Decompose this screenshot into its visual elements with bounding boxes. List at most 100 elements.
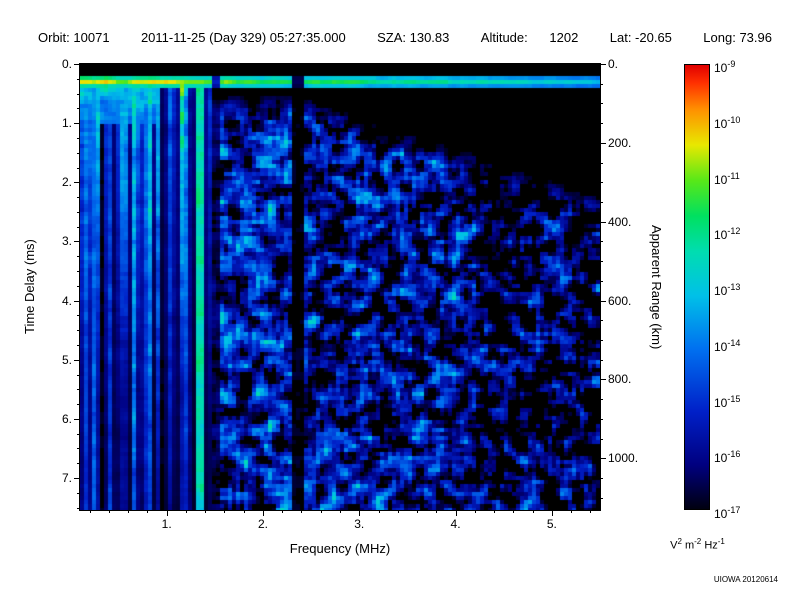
axis-tick: [77, 78, 80, 80]
axis-tick: [600, 64, 606, 65]
axis-tick: [600, 103, 603, 105]
axis-tick: [600, 182, 603, 184]
axis-tick: [590, 510, 592, 513]
y-tick-label: 5.: [61, 352, 72, 367]
axis-tick: [77, 256, 80, 258]
axis-tick: [417, 510, 419, 513]
axis-tick: [262, 510, 264, 516]
axis-tick: [77, 404, 80, 406]
axis-tick: [600, 241, 603, 243]
axis-tick: [320, 510, 322, 513]
axis-tick: [301, 510, 303, 513]
axis-tick: [77, 285, 80, 287]
axis-tick: [340, 510, 341, 513]
axis-tick: [74, 182, 80, 184]
colorbar: [684, 64, 710, 510]
colorbar-tick-label: 10-15: [714, 393, 741, 410]
axis-tick: [378, 510, 380, 513]
colorbar-units: V2 m-2 Hz-1: [640, 537, 755, 552]
axis-tick: [600, 83, 603, 85]
axis-tick: [74, 241, 80, 243]
axis-tick: [282, 510, 284, 513]
axis-tick: [77, 315, 80, 317]
axis-tick: [600, 399, 603, 401]
header-altitude: Altitude: 1202: [480, 30, 579, 45]
header-latitude: Lat: -20.65: [609, 30, 672, 45]
plot-area: [79, 63, 601, 511]
axis-tick: [600, 221, 606, 223]
axis-tick: [77, 389, 80, 391]
axis-tick: [243, 510, 245, 513]
axis-tick: [77, 93, 80, 95]
y-axis-title-right: Apparent Range (km): [649, 224, 664, 350]
colorbar-tick-label: 10-10: [714, 114, 741, 131]
axis-tick: [436, 510, 438, 513]
units-exponent: -1: [717, 537, 725, 546]
colorbar-tick-label: 10-12: [714, 226, 741, 243]
axis-tick: [600, 478, 603, 480]
header-orbit: Orbit: 10071: [38, 30, 110, 45]
axis-tick: [77, 108, 80, 110]
axis-tick: [77, 448, 80, 450]
axis-tick: [600, 418, 603, 420]
axis-tick: [77, 507, 80, 509]
axis-tick: [359, 510, 361, 516]
axis-tick: [74, 359, 80, 361]
x-tick-label: 3.: [354, 517, 365, 531]
axis-tick: [77, 167, 80, 169]
axis-tick: [600, 261, 603, 263]
axis-tick: [397, 510, 399, 513]
axis-tick: [74, 300, 80, 302]
axis-tick: [571, 510, 573, 513]
axis-tick: [532, 510, 534, 513]
credit-text: UIOWA 20120614: [713, 575, 778, 584]
axis-tick: [108, 510, 110, 513]
right-tick-label: 0.: [608, 57, 619, 71]
axis-tick: [224, 510, 226, 513]
axis-tick: [77, 137, 80, 139]
axis-tick: [166, 510, 168, 516]
axis-tick: [600, 162, 603, 164]
units-exponent: -2: [694, 537, 702, 546]
header-longitude: Long: 73.96: [703, 30, 772, 45]
axis-tick: [147, 510, 149, 513]
axis-tick: [600, 497, 603, 499]
y-tick-label: 0.: [61, 57, 72, 71]
y-tick-label: 6.: [61, 411, 72, 426]
axis-tick: [77, 344, 80, 346]
units-text: V: [670, 539, 678, 552]
axis-tick: [474, 510, 476, 513]
axis-tick: [600, 202, 603, 204]
axis-tick: [600, 359, 603, 361]
axis-tick: [205, 510, 207, 513]
y-tick-label: 4.: [61, 293, 72, 308]
colorbar-tick-label: 10-13: [714, 282, 741, 298]
axis-tick: [89, 510, 91, 513]
axis-tick: [128, 510, 130, 513]
axis-tick: [74, 64, 80, 65]
units-text: Hz: [701, 539, 718, 552]
y-tick-label: 2.: [61, 175, 72, 190]
colorbar-tick-label: 10-17: [714, 505, 741, 521]
units-text: m: [681, 539, 695, 552]
y-tick-label: 7.: [61, 471, 72, 486]
right-tick-label: 400.: [608, 214, 632, 229]
right-tick-label: 600.: [608, 293, 632, 308]
axis-tick: [600, 458, 606, 460]
axis-tick: [185, 510, 187, 513]
right-tick-label: 200.: [608, 135, 632, 150]
right-tick-label: 1000.: [608, 451, 639, 466]
x-tick-label: 4.: [450, 517, 461, 531]
axis-tick: [600, 300, 606, 302]
axis-tick: [600, 340, 603, 342]
y-tick-label: 3.: [61, 234, 72, 249]
right-tick-label: 800.: [608, 372, 632, 387]
axis-tick: [600, 438, 603, 440]
colorbar-tick-label: 10-11: [714, 170, 740, 187]
axis-tick: [74, 123, 80, 125]
axis-tick: [600, 379, 606, 381]
units-exponent: 2: [677, 537, 682, 546]
axis-tick: [77, 492, 80, 494]
axis-tick: [600, 123, 603, 125]
